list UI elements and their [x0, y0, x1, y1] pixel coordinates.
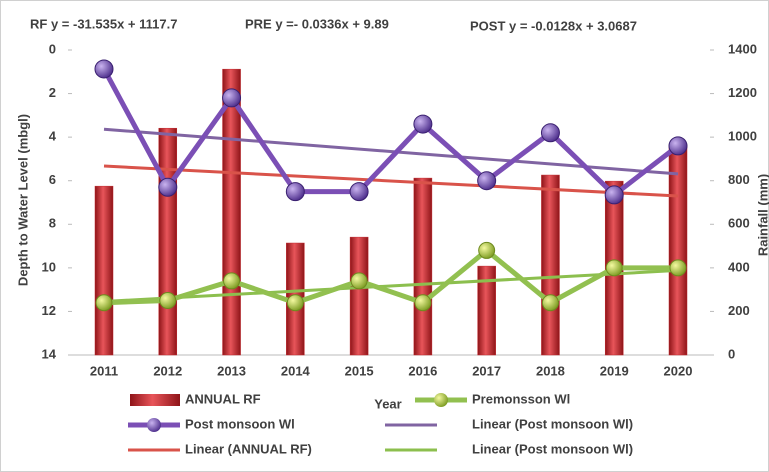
marker: [286, 294, 304, 312]
x-tick-label: 2020: [664, 363, 693, 378]
trendline: [103, 164, 679, 198]
line: [101, 67, 680, 198]
marker: [669, 259, 687, 277]
bar: [668, 145, 688, 356]
marker: [604, 185, 624, 205]
x-tick-label: 2018: [536, 363, 565, 378]
x-tick-label: 2012: [153, 363, 182, 378]
bar: [222, 68, 241, 356]
x-tick-label: 2019: [600, 363, 629, 378]
legend-label: Linear (ANNUAL RF): [185, 441, 312, 456]
x-axis-label: Year: [374, 396, 401, 411]
marker: [349, 182, 369, 202]
y2-tick-label: 1000: [728, 129, 757, 144]
marker: [414, 294, 432, 312]
trendline: [103, 268, 679, 303]
y2-tick-label: 600: [728, 216, 750, 231]
bar: [477, 265, 496, 356]
bar: [541, 174, 560, 356]
marker: [605, 259, 623, 277]
annotation: RF y = -31.535x + 1117.7: [30, 16, 177, 31]
y2-tick-label: 1200: [728, 85, 757, 100]
y2-tick-label: 400: [728, 259, 750, 274]
marker: [285, 182, 305, 202]
x-tick-label: 2013: [217, 363, 246, 378]
y-tick-label: 12: [42, 303, 56, 318]
legend-label: Post monsoon Wl: [185, 416, 295, 431]
annotation: PRE y =- 0.0336x + 9.89: [245, 16, 389, 31]
y-axis-label: Depth to Water Level (mbgl): [15, 114, 30, 286]
bar: [158, 127, 178, 356]
y-tick-label: 2: [49, 85, 56, 100]
marker: [540, 123, 560, 143]
y-tick-label: 8: [49, 216, 56, 231]
legend-swatch: [130, 394, 180, 406]
bar: [413, 177, 433, 356]
bar: [349, 236, 369, 356]
x-tick-label: 2016: [408, 363, 437, 378]
y-tick-label: 10: [42, 259, 56, 274]
annotation: POST y = -0.0128x + 3.0687: [470, 18, 637, 33]
marker: [477, 171, 497, 191]
y-tick-label: 0: [49, 41, 56, 56]
y2-axis-label: Rainfall (mm): [755, 174, 769, 256]
marker: [478, 241, 496, 259]
marker: [159, 292, 177, 310]
legend-marker: [434, 393, 448, 407]
y-tick-label: 6: [49, 172, 56, 187]
marker: [222, 88, 242, 108]
x-tick-label: 2017: [472, 363, 501, 378]
y2-tick-label: 800: [728, 172, 750, 187]
y2-tick-label: 0: [728, 346, 735, 361]
marker: [413, 114, 433, 134]
y2-tick-label: 1400: [728, 41, 757, 56]
bar: [94, 185, 114, 356]
legend-label: Premonsson Wl: [472, 391, 570, 406]
marker: [94, 59, 114, 79]
marker: [668, 136, 688, 156]
x-tick-label: 2015: [345, 363, 374, 378]
legend-label: Linear (Post monsoon Wl): [472, 441, 633, 456]
marker: [158, 177, 178, 197]
marker: [541, 294, 559, 312]
marker: [350, 272, 368, 290]
y-tick-label: 14: [42, 346, 57, 361]
marker: [95, 294, 113, 312]
legend-label: Linear (Post monsoon Wl): [472, 416, 633, 431]
x-tick-label: 2011: [90, 363, 118, 378]
y2-tick-label: 200: [728, 303, 750, 318]
legend-label: ANNUAL RF: [185, 391, 261, 406]
legend-marker: [147, 418, 161, 432]
y-tick-label: 4: [49, 129, 57, 144]
line: [103, 247, 678, 306]
marker: [223, 272, 241, 290]
x-tick-label: 2014: [281, 363, 311, 378]
